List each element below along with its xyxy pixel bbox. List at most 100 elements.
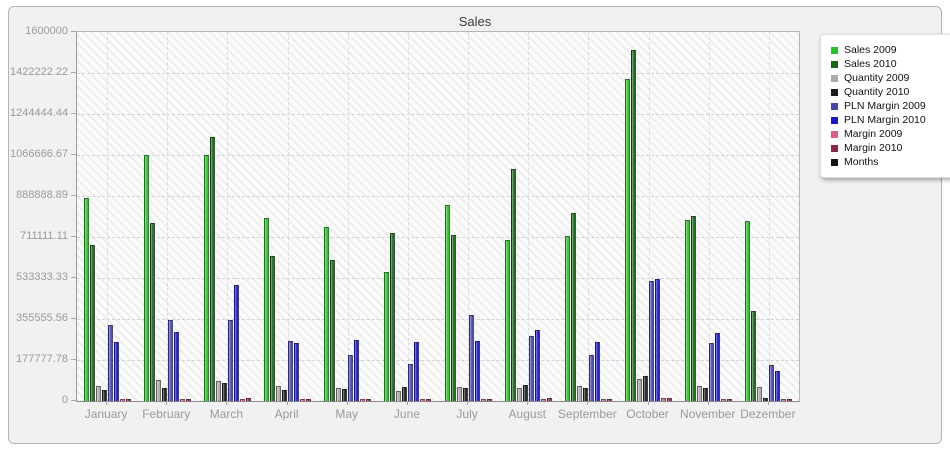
bar-quantity-2010-march[interactable] <box>221 383 227 401</box>
bar-sales-2010-october[interactable] <box>631 50 637 401</box>
bar-pln-margin-2009-march[interactable] <box>227 320 233 401</box>
bar-pln-margin-2010-may[interactable] <box>354 340 360 401</box>
bar-quantity-2009-september[interactable] <box>576 386 582 401</box>
bar-quantity-2010-july[interactable] <box>462 388 468 401</box>
bar-margin-2010-september[interactable] <box>606 399 612 401</box>
bar-sales-2009-october[interactable] <box>625 79 631 401</box>
bar-sales-2009-february[interactable] <box>143 155 149 401</box>
bar-sales-2009-september[interactable] <box>564 236 570 401</box>
bar-pln-margin-2010-february[interactable] <box>173 332 179 401</box>
bar-pln-margin-2009-november[interactable] <box>709 343 715 401</box>
bar-pln-margin-2010-april[interactable] <box>294 343 300 401</box>
bar-margin-2009-february[interactable] <box>179 399 185 401</box>
bar-sales-2010-june[interactable] <box>390 233 396 401</box>
legend-item-sales-2010[interactable]: Sales 2010 <box>827 57 949 71</box>
bar-quantity-2009-april[interactable] <box>276 386 282 401</box>
bar-pln-margin-2010-august[interactable] <box>534 330 540 401</box>
bar-sales-2010-march[interactable] <box>209 137 215 401</box>
legend-item-quantity-2010[interactable]: Quantity 2010 <box>827 85 949 99</box>
bar-quantity-2009-november[interactable] <box>697 386 703 401</box>
bar-sales-2010-dezember[interactable] <box>751 311 757 401</box>
bar-quantity-2010-november[interactable] <box>703 388 709 401</box>
bar-sales-2009-march[interactable] <box>203 155 209 401</box>
bar-sales-2010-may[interactable] <box>330 260 336 401</box>
bar-quantity-2010-february[interactable] <box>161 388 167 401</box>
bar-sales-2010-february[interactable] <box>149 223 155 401</box>
bar-quantity-2010-june[interactable] <box>402 387 408 401</box>
bar-pln-margin-2010-january[interactable] <box>113 342 119 401</box>
bar-sales-2009-august[interactable] <box>504 240 510 401</box>
bar-margin-2009-april[interactable] <box>300 399 306 401</box>
bar-quantity-2010-january[interactable] <box>101 390 107 401</box>
bar-quantity-2010-april[interactable] <box>282 390 288 401</box>
bar-sales-2009-dezember[interactable] <box>745 221 751 401</box>
bar-pln-margin-2009-october[interactable] <box>649 281 655 401</box>
bar-quantity-2009-august[interactable] <box>516 388 522 401</box>
bar-sales-2009-july[interactable] <box>444 205 450 401</box>
bar-quantity-2010-may[interactable] <box>342 389 348 401</box>
bar-sales-2009-april[interactable] <box>264 218 270 401</box>
legend-item-pln-margin-2010[interactable]: PLN Margin 2010 <box>827 113 949 127</box>
bar-margin-2009-july[interactable] <box>480 399 486 401</box>
bar-margin-2009-january[interactable] <box>119 399 125 401</box>
bar-sales-2010-november[interactable] <box>691 216 697 401</box>
bar-quantity-2009-january[interactable] <box>95 386 101 401</box>
bar-quantity-2009-july[interactable] <box>456 387 462 401</box>
bar-pln-margin-2009-september[interactable] <box>588 355 594 401</box>
bar-pln-margin-2009-january[interactable] <box>107 325 113 401</box>
bar-margin-2010-dezember[interactable] <box>787 399 793 401</box>
bar-margin-2009-may[interactable] <box>360 399 366 401</box>
legend-item-sales-2009[interactable]: Sales 2009 <box>827 43 949 57</box>
bar-margin-2009-september[interactable] <box>600 399 606 401</box>
bar-pln-margin-2010-march[interactable] <box>233 285 239 401</box>
legend-item-months[interactable]: Months <box>827 155 949 169</box>
bar-quantity-2009-march[interactable] <box>215 381 221 401</box>
bar-quantity-2010-august[interactable] <box>522 385 528 401</box>
bar-margin-2009-october[interactable] <box>661 398 667 401</box>
bar-sales-2009-may[interactable] <box>324 227 330 401</box>
bar-margin-2010-august[interactable] <box>546 398 552 401</box>
bar-margin-2009-august[interactable] <box>540 399 546 401</box>
bar-sales-2010-january[interactable] <box>89 245 95 401</box>
bar-sales-2010-july[interactable] <box>450 235 456 401</box>
bar-quantity-2010-september[interactable] <box>582 388 588 401</box>
bar-pln-margin-2010-november[interactable] <box>715 333 721 401</box>
bar-quantity-2010-dezember[interactable] <box>763 398 769 401</box>
bar-pln-margin-2009-dezember[interactable] <box>769 365 775 401</box>
bar-sales-2009-november[interactable] <box>685 220 691 401</box>
bar-margin-2010-november[interactable] <box>727 399 733 401</box>
bar-quantity-2009-may[interactable] <box>336 388 342 401</box>
bar-quantity-2009-february[interactable] <box>155 380 161 401</box>
bar-quantity-2009-october[interactable] <box>637 379 643 401</box>
bar-quantity-2009-june[interactable] <box>396 391 402 401</box>
bar-pln-margin-2009-may[interactable] <box>348 355 354 401</box>
bar-quantity-2009-dezember[interactable] <box>757 387 763 401</box>
bar-margin-2009-november[interactable] <box>721 399 727 401</box>
bar-pln-margin-2010-october[interactable] <box>655 279 661 401</box>
bar-pln-margin-2010-july[interactable] <box>474 341 480 401</box>
bar-margin-2010-january[interactable] <box>125 399 131 401</box>
bar-margin-2010-july[interactable] <box>486 399 492 401</box>
bar-sales-2010-april[interactable] <box>270 256 276 401</box>
bar-margin-2009-dezember[interactable] <box>781 399 787 401</box>
bar-margin-2010-may[interactable] <box>366 399 372 401</box>
legend-item-margin-2010[interactable]: Margin 2010 <box>827 141 949 155</box>
bar-pln-margin-2009-june[interactable] <box>408 364 414 401</box>
legend-item-pln-margin-2009[interactable]: PLN Margin 2009 <box>827 99 949 113</box>
bar-pln-margin-2010-dezember[interactable] <box>775 371 781 401</box>
bar-margin-2010-march[interactable] <box>245 398 251 401</box>
bar-pln-margin-2010-june[interactable] <box>414 342 420 401</box>
bar-sales-2010-september[interactable] <box>570 213 576 401</box>
legend-item-margin-2009[interactable]: Margin 2009 <box>827 127 949 141</box>
bar-sales-2009-june[interactable] <box>384 272 390 401</box>
bar-sales-2010-august[interactable] <box>510 169 516 401</box>
bar-pln-margin-2009-february[interactable] <box>167 320 173 401</box>
bar-margin-2010-june[interactable] <box>426 399 432 401</box>
bar-margin-2010-april[interactable] <box>306 399 312 401</box>
bar-margin-2010-february[interactable] <box>185 399 191 401</box>
legend-item-quantity-2009[interactable]: Quantity 2009 <box>827 71 949 85</box>
bar-quantity-2010-october[interactable] <box>643 376 649 401</box>
bar-pln-margin-2009-august[interactable] <box>528 336 534 401</box>
bar-sales-2009-january[interactable] <box>83 198 89 401</box>
bar-pln-margin-2009-july[interactable] <box>468 315 474 401</box>
